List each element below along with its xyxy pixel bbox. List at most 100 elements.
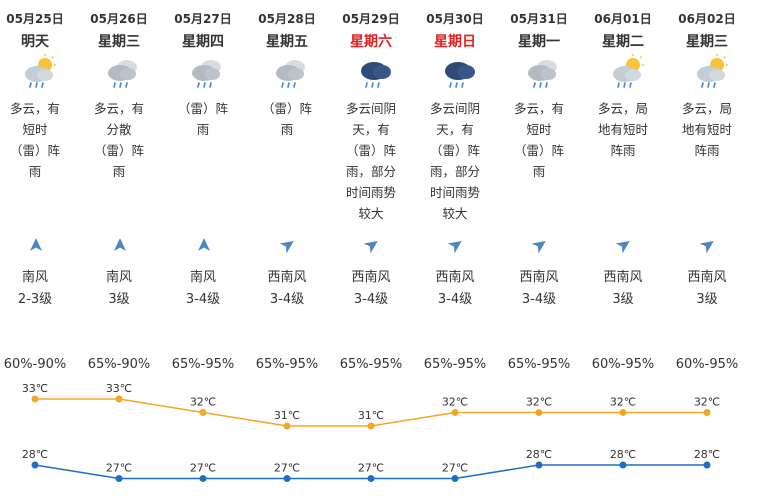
low-temp-label: 28℃ <box>526 448 552 461</box>
low-temp-label: 27℃ <box>358 462 384 475</box>
wind-direction-icon <box>363 240 378 254</box>
humidity-range: 60%-95% <box>675 357 739 372</box>
weather-description: 多云，局 地有短时 阵雨 <box>681 101 732 158</box>
weather-description: 多云间阴 天，有 （雷）阵 雨，部分 时间雨势 较大 <box>429 101 480 221</box>
low-temp-label: 28℃ <box>694 448 720 461</box>
low-temp-label: 27℃ <box>106 462 132 475</box>
date-label: 05月29日 <box>342 12 400 26</box>
weekday-label: 星期一 <box>518 34 560 50</box>
wind-direction-icon <box>699 240 714 254</box>
high-temp-point <box>619 409 627 416</box>
low-temp-label: 27℃ <box>274 462 300 475</box>
wind-direction-icon <box>30 238 42 251</box>
wind-level: 3-4级 <box>269 292 305 307</box>
date-label: 05月31日 <box>510 12 568 26</box>
weekday-label: 星期四 <box>182 34 224 50</box>
wind-direction: 西南风 <box>687 270 727 285</box>
wind-direction: 南风 <box>21 270 48 285</box>
wind-direction-icon <box>447 240 462 254</box>
high-temp-label: 33℃ <box>22 382 48 395</box>
humidity-range: 65%-90% <box>87 357 151 372</box>
wind-direction: 南风 <box>189 270 216 285</box>
wind-level: 3级 <box>108 292 130 307</box>
wind-direction: 西南风 <box>519 270 559 285</box>
wind-level: 3-4级 <box>353 292 389 307</box>
date-label: 05月30日 <box>426 12 484 26</box>
wind-level: 3-4级 <box>521 292 557 307</box>
cloudy-rain-icon <box>192 60 221 88</box>
high-temp-point <box>199 409 207 416</box>
weekday-label: 明天 <box>21 34 49 50</box>
temperature-chart: 33℃ 33℃ 32℃ 31℃ 31℃ 32℃ 32℃ 32℃ 32℃ 28℃ 27℃ 27℃ 27℃ 2… <box>22 382 720 482</box>
wind-direction: 西南风 <box>267 270 307 285</box>
wind-level: 3级 <box>612 292 634 307</box>
wind-direction-icon <box>198 238 210 251</box>
high-temp-label: 32℃ <box>610 396 636 409</box>
wind-level: 3级 <box>696 292 718 307</box>
weather-description: （雷）阵 雨 <box>261 101 312 137</box>
high-temp-label: 33℃ <box>106 382 132 395</box>
high-temp-point <box>283 422 291 430</box>
wind-direction: 西南风 <box>351 270 391 285</box>
weekday-label: 星期二 <box>602 34 644 50</box>
wind-direction: 西南风 <box>435 270 475 285</box>
low-temp-label: 28℃ <box>22 448 48 461</box>
high-temp-point <box>703 409 711 416</box>
low-temp-point <box>31 461 39 469</box>
low-temp-point <box>703 461 711 469</box>
humidity-range: 65%-95% <box>171 357 235 372</box>
low-temp-label: 27℃ <box>442 462 468 475</box>
low-temp-point <box>535 461 543 469</box>
humidity-range: 60%-90% <box>3 357 67 372</box>
dark-cloud-rain-icon <box>361 62 391 88</box>
weather-description: 多云，有 短时 （雷）阵 雨 <box>513 101 564 179</box>
date-label: 05月28日 <box>258 12 316 26</box>
humidity-range: 65%-95% <box>423 357 487 372</box>
low-temp-point <box>115 475 123 482</box>
cloudy-rain-icon <box>108 60 137 88</box>
low-temp-point <box>619 461 627 469</box>
humidity-range: 65%-95% <box>255 357 319 372</box>
cloudy-rain-icon <box>276 60 305 88</box>
high-temp-label: 31℃ <box>358 409 384 422</box>
high-temp-label: 32℃ <box>442 396 468 409</box>
wind-level: 2-3级 <box>17 292 53 307</box>
weekday-label: 星期三 <box>98 34 140 50</box>
high-temp-point <box>115 395 123 403</box>
wind-direction-icon <box>615 240 630 254</box>
high-temp-label: 31℃ <box>274 409 300 422</box>
high-temp-label: 32℃ <box>694 396 720 409</box>
date-label: 05月26日 <box>90 12 148 26</box>
wind-level: 3-4级 <box>437 292 473 307</box>
dark-cloud-rain-icon <box>445 62 475 88</box>
high-temp-label: 32℃ <box>190 396 216 409</box>
cloudy-rain-sun-icon <box>25 54 56 88</box>
weekday-label: 星期五 <box>266 34 308 50</box>
low-temp-label: 27℃ <box>190 462 216 475</box>
cloudy-rain-icon <box>528 60 557 88</box>
weather-description: 多云，有 短时 （雷）阵 雨 <box>9 101 60 179</box>
humidity-range: 65%-95% <box>507 357 571 372</box>
weather-description: 多云，局 地有短时 阵雨 <box>597 101 648 158</box>
weather-description: （雷）阵 雨 <box>177 101 228 137</box>
wind-direction: 南风 <box>105 270 132 285</box>
low-temp-label: 28℃ <box>610 448 636 461</box>
wind-direction-icon <box>114 238 126 251</box>
weather-description: 多云间阴 天，有 （雷）阵 雨，部分 时间雨势 较大 <box>345 101 396 221</box>
date-label: 06月01日 <box>594 12 652 26</box>
low-temp-point <box>367 475 375 482</box>
high-temp-point <box>31 395 39 403</box>
wind-level: 3-4级 <box>185 292 221 307</box>
wind-direction: 西南风 <box>603 270 643 285</box>
date-label: 05月25日 <box>6 12 64 26</box>
low-temp-point <box>199 475 207 482</box>
date-label: 06月02日 <box>678 12 736 26</box>
humidity-range: 65%-95% <box>339 357 403 372</box>
high-temp-point <box>367 422 375 430</box>
high-temp-label: 32℃ <box>526 396 552 409</box>
weekday-label: 星期日 <box>434 34 476 50</box>
cloudy-rain-sun-icon <box>613 54 644 88</box>
weather-description: 多云，有 分散 （雷）阵 雨 <box>93 101 144 179</box>
weekday-label: 星期三 <box>686 34 728 50</box>
high-temp-point <box>451 409 459 416</box>
